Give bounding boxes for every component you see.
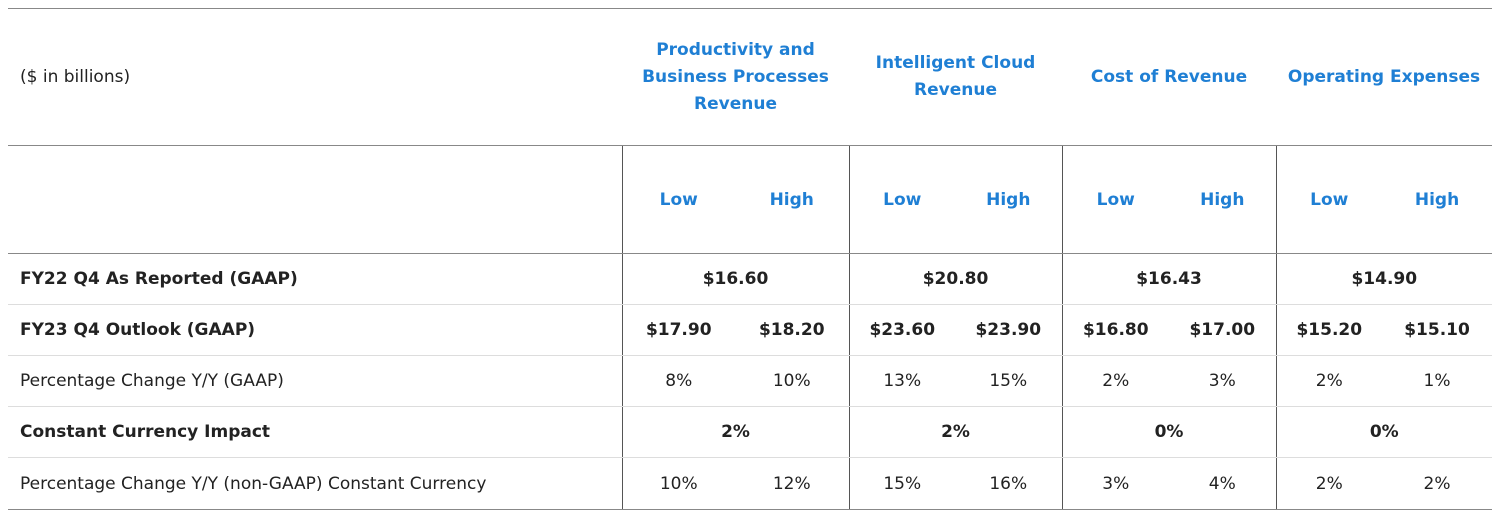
high-label: High bbox=[735, 145, 849, 254]
group-title-line: Productivity and bbox=[656, 39, 815, 60]
table-cell: 0% bbox=[1061, 406, 1277, 458]
table-cell: 4% bbox=[1169, 457, 1277, 510]
group-title-line: Business Processes bbox=[642, 66, 829, 87]
empty-cell bbox=[8, 145, 622, 254]
column-group-cost-of-revenue: Cost of Revenue bbox=[1062, 8, 1277, 146]
table-cell: $17.90 bbox=[621, 304, 735, 356]
low-high-row: Low High Low High Low High Low High bbox=[8, 145, 1493, 254]
low-label: Low bbox=[848, 145, 955, 254]
high-label: High bbox=[1382, 145, 1493, 254]
table-row-as-reported: FY22 Q4 As Reported (GAAP) $16.60 $20.80… bbox=[8, 253, 1493, 305]
low-label: Low bbox=[621, 145, 735, 254]
column-group-operating-expenses: Operating Expenses bbox=[1276, 8, 1493, 146]
table-cell: 1% bbox=[1382, 355, 1493, 407]
column-group-intelligent-cloud: Intelligent Cloud Revenue bbox=[849, 8, 1063, 146]
header-row: ($ in billions) Productivity and Busines… bbox=[8, 8, 1493, 146]
table-cell: 2% bbox=[1382, 457, 1493, 510]
high-label: High bbox=[1169, 145, 1277, 254]
table-row-cc-impact: Constant Currency Impact 2% 2% 0% 0% bbox=[8, 406, 1493, 458]
low-label: Low bbox=[1061, 145, 1170, 254]
table-cell: $20.80 bbox=[848, 253, 1063, 305]
table-cell: 0% bbox=[1275, 406, 1493, 458]
table-cell: $15.10 bbox=[1382, 304, 1493, 356]
table-cell: $17.00 bbox=[1169, 304, 1277, 356]
table-cell: 13% bbox=[848, 355, 955, 407]
group-title-line: Intelligent Cloud bbox=[875, 53, 1036, 73]
outlook-table: ($ in billions) Productivity and Busines… bbox=[8, 8, 1493, 510]
table-cell: $18.20 bbox=[735, 304, 849, 356]
table-cell: 3% bbox=[1061, 457, 1170, 510]
table-row-pct-cc: Percentage Change Y/Y (non-GAAP) Constan… bbox=[8, 457, 1493, 510]
group-title-line: Operating Expenses bbox=[1287, 66, 1481, 87]
table-cell: $23.60 bbox=[848, 304, 955, 356]
table-cell: 15% bbox=[848, 457, 955, 510]
table-cell: $16.80 bbox=[1061, 304, 1170, 356]
table-cell: $23.90 bbox=[955, 304, 1063, 356]
row-label: Percentage Change Y/Y (non-GAAP) Constan… bbox=[8, 457, 622, 510]
table-cell: 10% bbox=[621, 457, 735, 510]
row-label: FY23 Q4 Outlook (GAAP) bbox=[8, 304, 622, 356]
group-title-line: Revenue bbox=[694, 93, 777, 114]
column-group-productivity: Productivity and Business Processes Reve… bbox=[622, 8, 849, 146]
units-label: ($ in billions) bbox=[8, 8, 622, 146]
group-title-line: Cost of Revenue bbox=[1090, 66, 1248, 87]
table-cell: $14.90 bbox=[1275, 253, 1493, 305]
high-label: High bbox=[955, 145, 1063, 254]
table-row-pct-gaap: Percentage Change Y/Y (GAAP) 8% 10% 13% … bbox=[8, 355, 1493, 407]
table-cell: 12% bbox=[735, 457, 849, 510]
row-label: Constant Currency Impact bbox=[8, 406, 622, 458]
row-label: Percentage Change Y/Y (GAAP) bbox=[8, 355, 622, 407]
table-cell: 2% bbox=[848, 406, 1063, 458]
table-row-outlook: FY23 Q4 Outlook (GAAP) $17.90 $18.20 $23… bbox=[8, 304, 1493, 356]
table-cell: 2% bbox=[621, 406, 849, 458]
table-cell: $16.43 bbox=[1061, 253, 1277, 305]
group-title-line: Revenue bbox=[914, 80, 997, 100]
table-cell: 3% bbox=[1169, 355, 1277, 407]
table-cell: $15.20 bbox=[1275, 304, 1383, 356]
table-cell: 15% bbox=[955, 355, 1063, 407]
table-cell: $16.60 bbox=[621, 253, 849, 305]
table-cell: 16% bbox=[955, 457, 1063, 510]
low-label: Low bbox=[1275, 145, 1383, 254]
table-cell: 10% bbox=[735, 355, 849, 407]
table-cell: 2% bbox=[1275, 355, 1383, 407]
table-cell: 2% bbox=[1275, 457, 1383, 510]
table-cell: 2% bbox=[1061, 355, 1170, 407]
table-cell: 8% bbox=[621, 355, 735, 407]
row-label: FY22 Q4 As Reported (GAAP) bbox=[8, 253, 622, 305]
